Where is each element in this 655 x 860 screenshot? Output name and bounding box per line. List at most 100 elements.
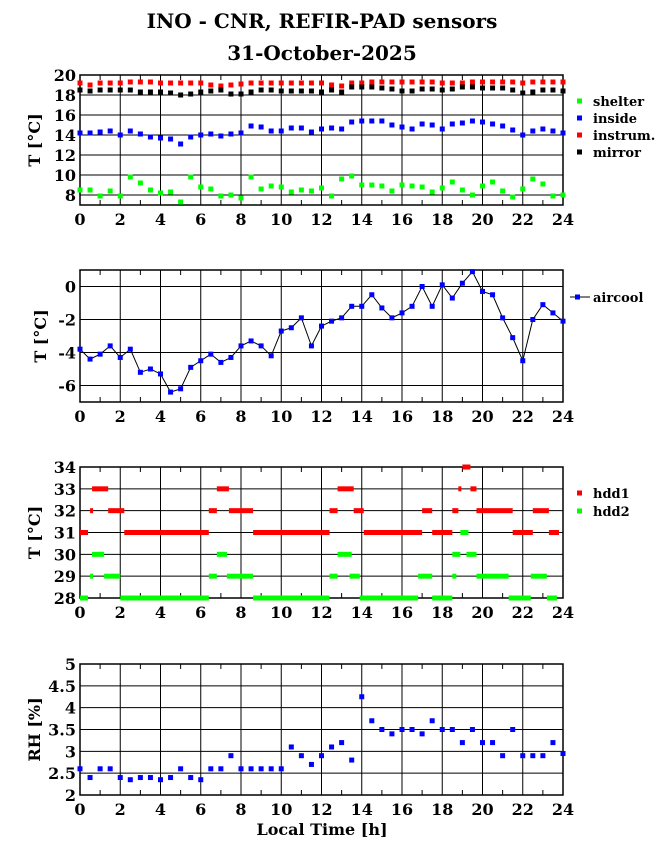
- data-point: [469, 192, 475, 198]
- data-point: [429, 79, 435, 85]
- data-point: [319, 323, 324, 329]
- data-segment: [124, 530, 209, 535]
- data-point: [319, 80, 324, 86]
- data-point: [369, 79, 375, 85]
- data-segment: [104, 573, 121, 579]
- x-tick-label: 16: [391, 800, 413, 819]
- series-RH: [77, 694, 566, 783]
- x-tick-label: 22: [512, 407, 534, 426]
- y-tick-label: -2: [58, 311, 76, 330]
- data-point: [137, 775, 143, 781]
- data-point: [540, 79, 546, 85]
- x-tick-label: 14: [351, 407, 373, 426]
- series-shelter: [77, 173, 566, 205]
- data-segment: [329, 508, 338, 514]
- data-point: [419, 184, 425, 190]
- data-point: [530, 128, 536, 134]
- data-point: [288, 189, 294, 195]
- data-point: [439, 727, 445, 732]
- x-tick-label: 2: [115, 210, 126, 229]
- data-point: [268, 87, 274, 93]
- data-point: [87, 356, 93, 362]
- data-segment: [466, 551, 477, 557]
- data-point: [500, 123, 506, 129]
- data-segment: [92, 486, 109, 492]
- data-point: [359, 84, 365, 90]
- data-point: [339, 740, 345, 746]
- x-tick-label: 16: [391, 407, 413, 426]
- data-point: [459, 740, 465, 746]
- data-point: [510, 127, 516, 133]
- data-point: [288, 88, 294, 94]
- y-tick-label: 0: [65, 278, 76, 297]
- data-point: [550, 193, 556, 199]
- data-point: [308, 88, 314, 94]
- series-instrum: [77, 79, 566, 89]
- x-tick-label: 2: [115, 800, 126, 819]
- data-point: [339, 89, 345, 95]
- y-tick-label: 28: [54, 589, 76, 608]
- data-point: [208, 88, 214, 94]
- data-point: [469, 727, 475, 732]
- data-point: [77, 130, 83, 136]
- data-point: [147, 775, 153, 781]
- x-tick-label: 0: [74, 800, 85, 819]
- x-tick-label: 12: [310, 407, 332, 426]
- data-point: [409, 303, 415, 309]
- data-segment: [508, 595, 531, 601]
- data-point: [228, 354, 234, 360]
- x-tick-label: 6: [195, 407, 206, 426]
- data-point: [188, 80, 194, 86]
- x-tick-label: 8: [235, 210, 246, 229]
- data-point: [117, 775, 123, 781]
- data-point: [459, 84, 465, 90]
- x-tick-label: 10: [270, 210, 292, 229]
- x-tick-label: 8: [235, 603, 246, 622]
- y-tick-label: 16: [54, 106, 76, 125]
- data-point: [168, 189, 174, 195]
- data-point: [258, 80, 264, 86]
- data-point: [168, 389, 174, 395]
- data-point: [500, 79, 506, 85]
- data-point: [107, 343, 113, 349]
- legend-label: hdd1: [593, 487, 630, 502]
- data-point: [298, 753, 304, 759]
- x-tick-label: 4: [155, 603, 166, 622]
- data-point: [208, 131, 214, 137]
- data-point: [379, 727, 385, 732]
- legend-marker: [577, 508, 582, 514]
- data-point: [258, 124, 264, 130]
- y-tick-label: 3.5: [48, 721, 76, 740]
- data-point: [208, 186, 214, 192]
- data-point: [97, 87, 103, 93]
- data-point: [228, 82, 234, 88]
- data-point: [308, 129, 314, 135]
- data-point: [490, 292, 496, 298]
- y-tick-label: 4.5: [48, 677, 76, 696]
- data-point: [258, 766, 264, 772]
- data-point: [429, 122, 435, 128]
- data-segment: [120, 595, 209, 601]
- data-point: [319, 89, 324, 95]
- data-point: [248, 123, 254, 129]
- x-tick-label: 6: [195, 210, 206, 229]
- data-point: [208, 82, 214, 88]
- data-point: [137, 89, 143, 95]
- series-inside: [77, 118, 566, 147]
- x-tick-label: 0: [74, 210, 85, 229]
- data-point: [439, 185, 445, 191]
- data-point: [560, 88, 566, 94]
- y-tick-label: 12: [54, 146, 76, 165]
- data-point: [349, 757, 355, 763]
- data-point: [500, 753, 506, 759]
- data-point: [329, 193, 335, 199]
- data-point: [369, 718, 375, 724]
- data-point: [510, 727, 516, 732]
- x-tick-label: 14: [351, 603, 373, 622]
- data-point: [469, 269, 475, 275]
- data-point: [228, 192, 234, 198]
- data-point: [550, 79, 556, 85]
- data-segment: [432, 530, 453, 535]
- data-point: [490, 121, 496, 127]
